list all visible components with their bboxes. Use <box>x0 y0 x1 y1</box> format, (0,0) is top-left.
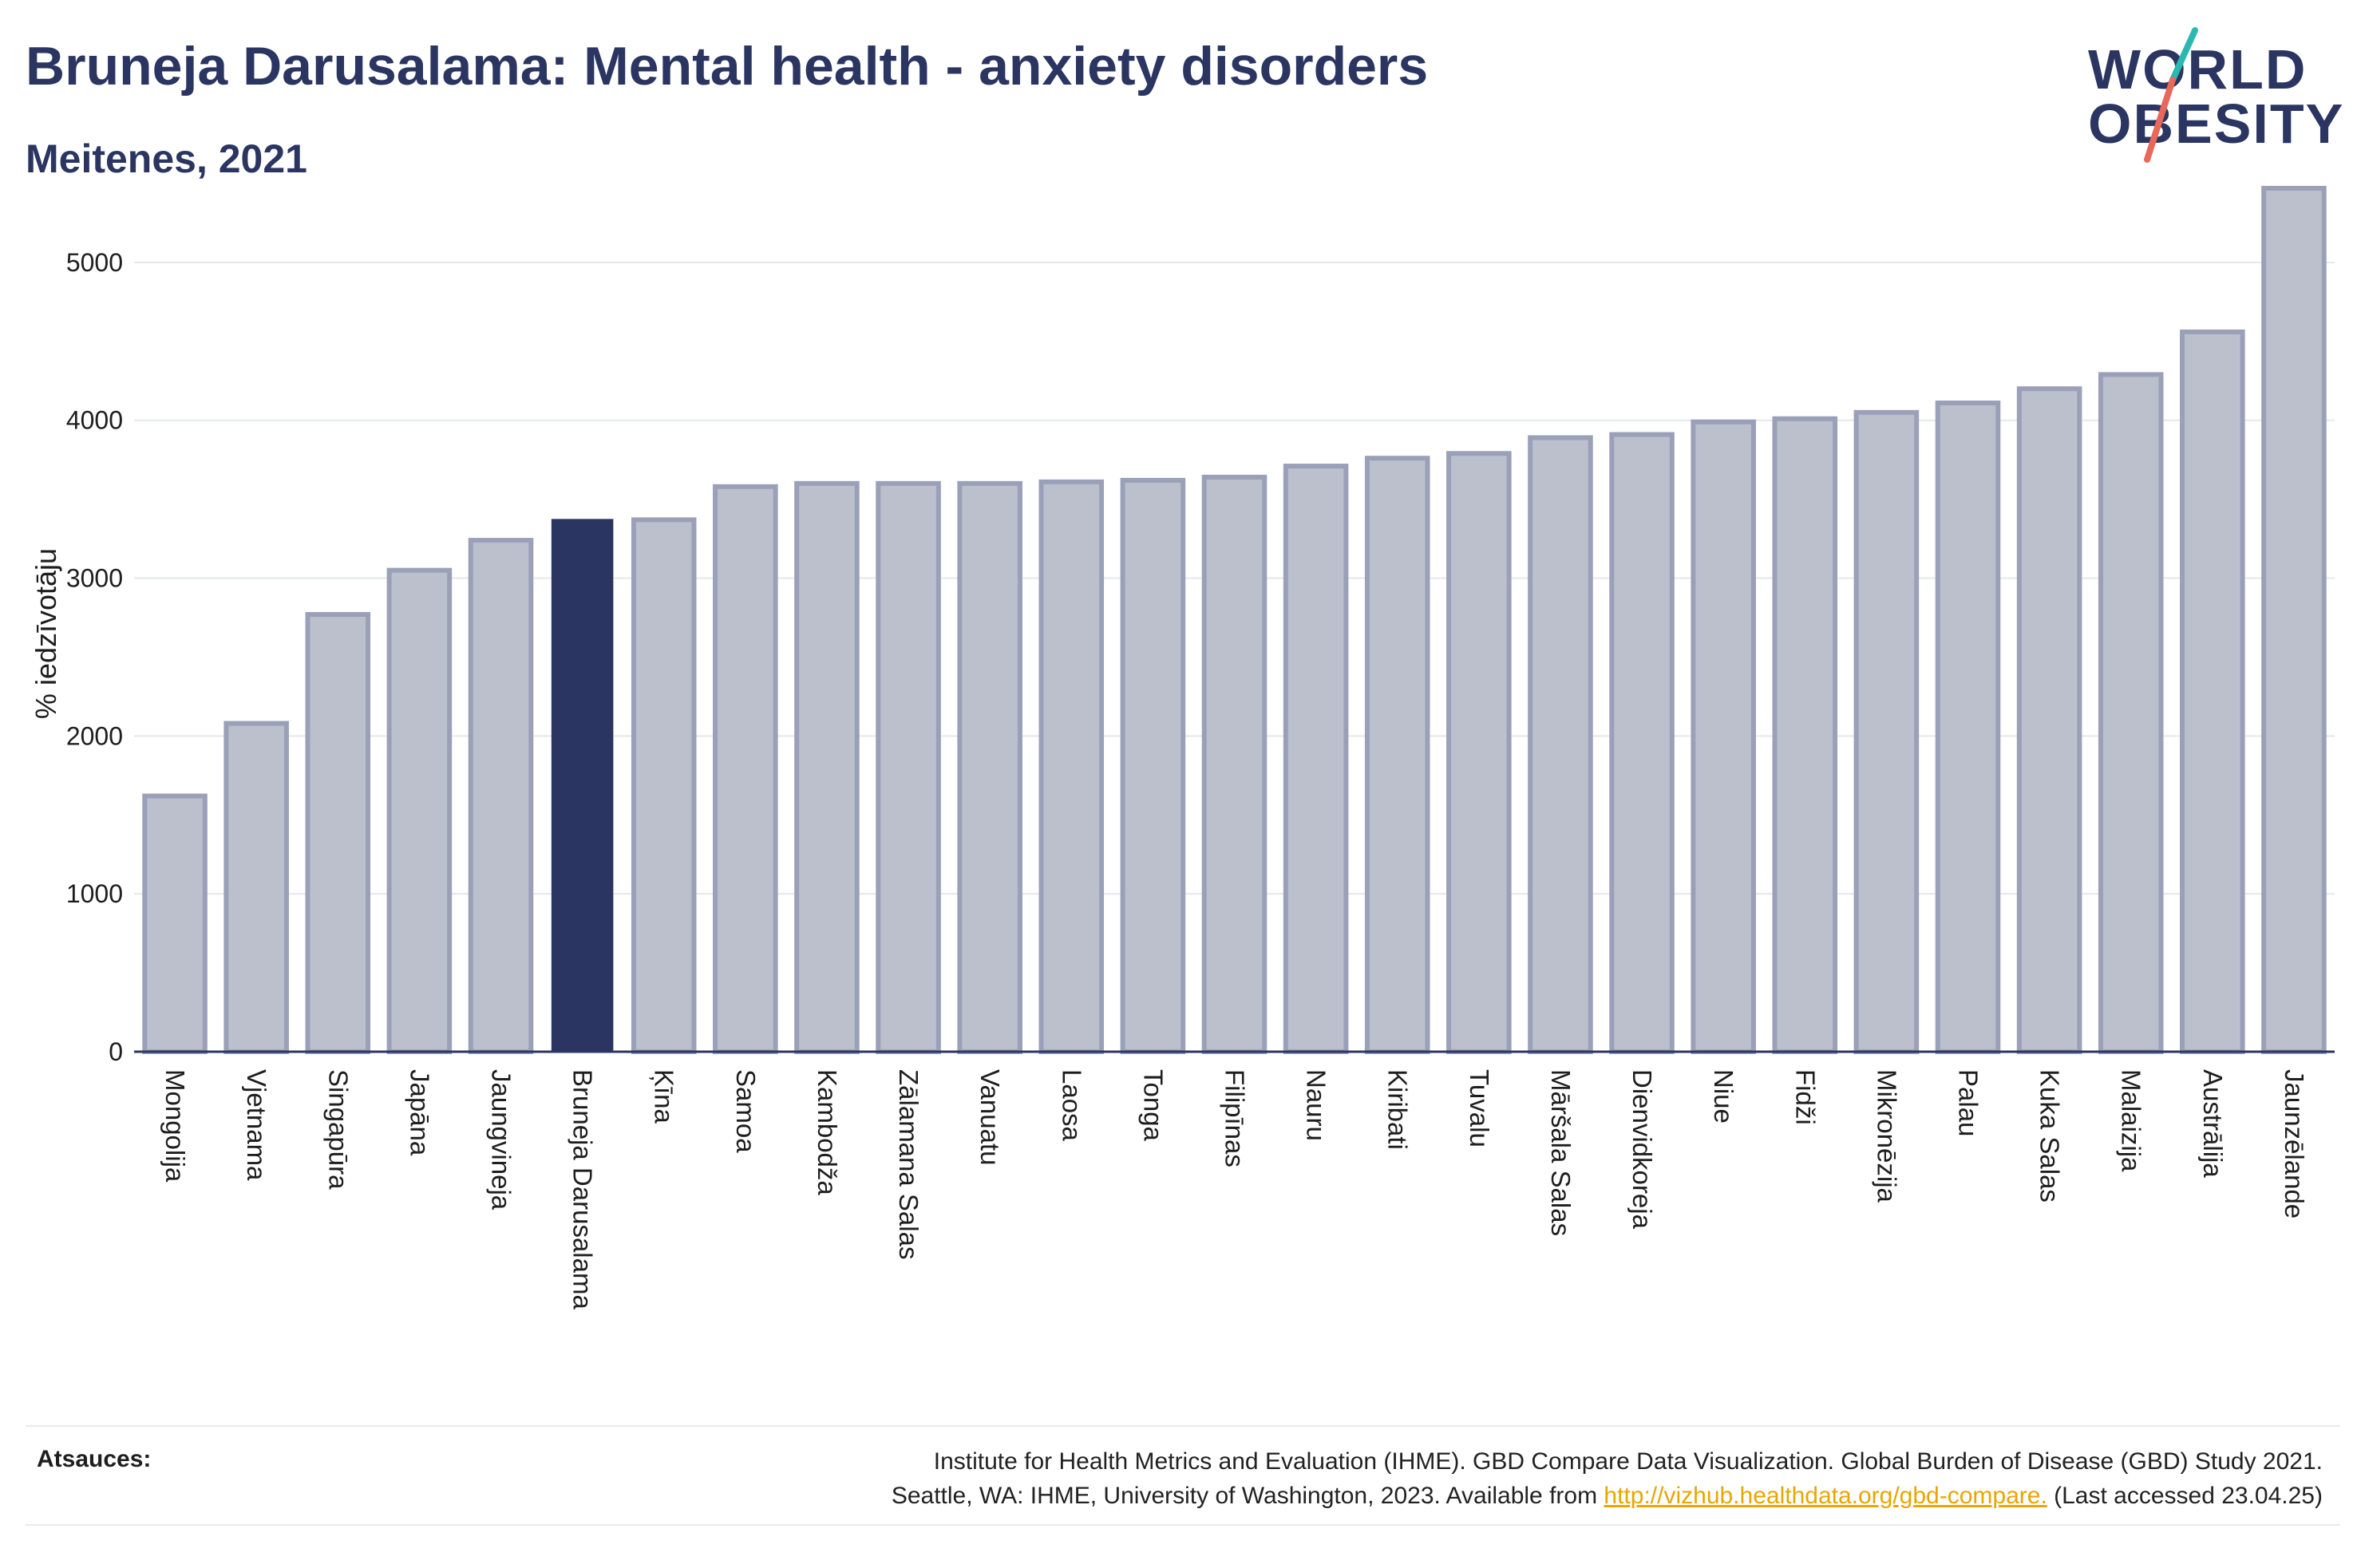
bar-tonga <box>1120 477 1186 1054</box>
bar-mongolija <box>142 793 208 1054</box>
bar-vanuatu <box>957 480 1022 1054</box>
x-tick-label: Vanuatu <box>975 1069 1005 1166</box>
x-tick-label: Singapūra <box>323 1069 353 1190</box>
x-tick-label: Ķīna <box>650 1069 679 1124</box>
world-obesity-logo: WORLD OBESITY <box>2075 24 2347 168</box>
x-tick-label: Filipīnas <box>1220 1069 1250 1167</box>
bar-niue <box>1691 419 1756 1054</box>
x-tick-label: Japāna <box>405 1069 434 1156</box>
bar-kuka-salas <box>2016 386 2082 1054</box>
x-tick-label: Jaunzēlande <box>2280 1069 2309 1218</box>
bar-ķīna <box>631 517 697 1054</box>
bar-japāna <box>386 567 453 1054</box>
bar-vjetnama <box>223 721 289 1055</box>
bar-dienvidkoreja <box>1609 432 1675 1054</box>
x-tick-label: Bruneja Darusalama <box>568 1069 598 1309</box>
y-tick-label: 2000 <box>66 721 123 750</box>
x-tick-label: Zālamana Salas <box>894 1069 923 1259</box>
bar-bruneja-darusalama <box>551 519 614 1053</box>
x-tick-label: Samoa <box>731 1069 761 1153</box>
logo-word-world: WORLD <box>2088 38 2308 101</box>
bar-malaizija <box>2098 372 2164 1054</box>
bars <box>142 185 2327 1055</box>
x-tick-label: Laosa <box>1057 1069 1086 1142</box>
y-tick-label: 4000 <box>66 406 123 435</box>
y-axis-ticks: 0 1000 2000 3000 4000 5000 <box>66 248 123 1066</box>
x-tick-label: Māršala Salas <box>1546 1069 1576 1236</box>
bar-chart: 0 1000 2000 3000 4000 5000 Mongolija Vjetnama S… <box>30 185 2335 1309</box>
bar-jaunzēlande <box>2261 185 2327 1054</box>
source-link[interactable]: http://vizhub.healthdata.org/gbd-compare… <box>1604 1483 2047 1509</box>
y-tick-label: 5000 <box>66 248 123 277</box>
bar-singapūra <box>305 612 371 1054</box>
bar-mikronēzija <box>1853 409 1920 1054</box>
chart-title: Bruneja Darusalama: Mental health - anxi… <box>26 36 1429 97</box>
x-tick-label: Malaizija <box>2117 1069 2146 1172</box>
bar-austrālija <box>2180 329 2245 1054</box>
bar-zālamana-salas <box>876 480 941 1054</box>
bar-nauru <box>1283 464 1349 1054</box>
x-tick-label: Mikronēzija <box>1872 1069 1901 1203</box>
source-line-2-prefix: Seattle, WA: IHME, University of Washing… <box>891 1483 1604 1509</box>
footer-top-rule <box>26 1425 2340 1427</box>
x-tick-label: Kiribati <box>1383 1069 1413 1150</box>
x-axis-labels: Mongolija Vjetnama Singapūra Japāna Jaungvin… <box>160 1069 2309 1309</box>
x-tick-label: Kambodža <box>813 1069 842 1195</box>
bar-tuvalu <box>1446 451 1512 1054</box>
x-tick-label: Austrālija <box>2198 1069 2228 1178</box>
bar-māršala-salas <box>1528 435 1593 1054</box>
x-tick-label: Vjetnama <box>242 1069 271 1181</box>
bar-palau <box>1935 400 2001 1054</box>
source-label: Atsauces: <box>37 1446 152 1472</box>
x-tick-label: Nauru <box>1302 1069 1331 1141</box>
bar-kambodža <box>794 480 860 1054</box>
bar-laosa <box>1038 479 1105 1054</box>
bar-jaungvineja <box>468 538 534 1054</box>
x-tick-label: Tuvalu <box>1465 1069 1494 1147</box>
footer-bottom-rule <box>26 1524 2340 1526</box>
x-tick-label: Fidži <box>1790 1069 1820 1125</box>
chart-subtitle: Meitenes, 2021 <box>26 136 307 181</box>
x-tick-label: Jaungvineja <box>487 1069 516 1211</box>
y-axis-label: % iedzīvotāju <box>30 548 62 719</box>
bar-fidži <box>1772 416 1838 1054</box>
y-tick-label: 0 <box>109 1037 123 1066</box>
bar-filipīnas <box>1201 474 1268 1054</box>
source-line-2: Seattle, WA: IHME, University of Washing… <box>487 1479 2323 1513</box>
x-tick-label: Kuka Salas <box>2035 1069 2065 1203</box>
x-tick-label: Niue <box>1709 1069 1738 1124</box>
x-tick-label: Mongolija <box>160 1069 190 1183</box>
logo-word-obesity: OBESITY <box>2088 93 2345 155</box>
bar-samoa <box>713 484 778 1054</box>
source-text: Institute for Health Metrics and Evaluat… <box>487 1444 2323 1513</box>
y-tick-label: 3000 <box>66 564 123 593</box>
y-tick-label: 1000 <box>66 879 123 908</box>
x-tick-label: Dienvidkoreja <box>1627 1069 1657 1230</box>
x-tick-label: Tonga <box>1138 1069 1168 1142</box>
x-tick-label: Palau <box>1954 1069 1983 1136</box>
source-line-1: Institute for Health Metrics and Evaluat… <box>933 1448 2323 1475</box>
source-line-2-suffix: (Last accessed 23.04.25) <box>2047 1483 2323 1509</box>
logo-slash-icon <box>2144 27 2198 163</box>
bar-kiribati <box>1364 456 1430 1054</box>
